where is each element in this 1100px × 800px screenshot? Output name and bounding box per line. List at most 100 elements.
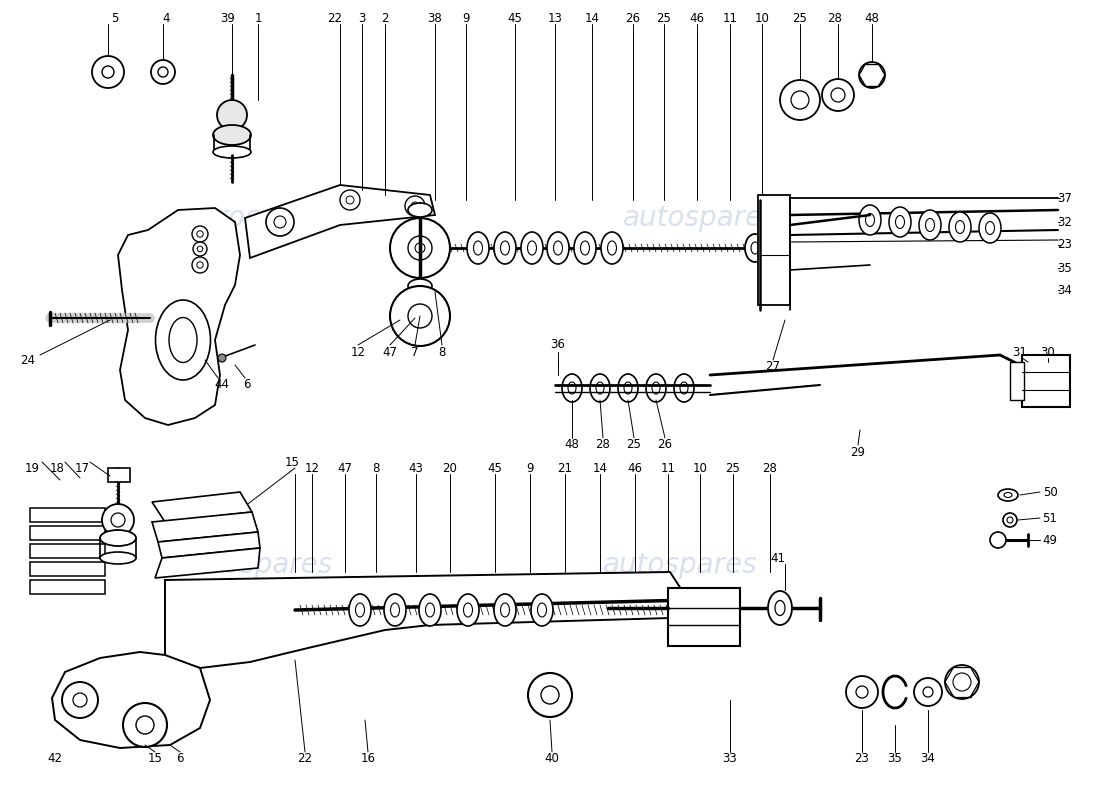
Polygon shape [118, 208, 240, 425]
Text: 35: 35 [888, 751, 902, 765]
Text: 50: 50 [1043, 486, 1057, 498]
Bar [108, 468, 130, 482]
Text: 8: 8 [372, 462, 379, 474]
Text: 16: 16 [361, 751, 375, 765]
Ellipse shape [355, 603, 364, 617]
Circle shape [192, 257, 208, 273]
Ellipse shape [468, 232, 490, 264]
Ellipse shape [768, 591, 792, 625]
Circle shape [192, 226, 208, 242]
Text: 28: 28 [762, 462, 778, 474]
Circle shape [192, 242, 207, 256]
Polygon shape [165, 572, 685, 668]
Text: 23: 23 [855, 751, 869, 765]
Circle shape [197, 262, 204, 268]
Circle shape [411, 202, 419, 210]
Circle shape [102, 504, 134, 536]
Text: 42: 42 [47, 751, 63, 765]
Circle shape [197, 230, 204, 238]
Text: 17: 17 [75, 462, 89, 474]
Circle shape [62, 682, 98, 718]
Ellipse shape [956, 221, 965, 234]
Text: 14: 14 [584, 11, 600, 25]
Polygon shape [52, 652, 210, 748]
Text: 48: 48 [564, 438, 580, 451]
Bar [30, 544, 105, 558]
Text: 21: 21 [558, 462, 572, 474]
Circle shape [266, 208, 294, 236]
Text: 26: 26 [658, 438, 672, 451]
Text: 31: 31 [1013, 346, 1027, 358]
Circle shape [136, 716, 154, 734]
Text: 30: 30 [1041, 346, 1055, 358]
Ellipse shape [463, 603, 473, 617]
Text: 19: 19 [24, 462, 40, 474]
Ellipse shape [419, 594, 441, 626]
Text: 10: 10 [755, 11, 769, 25]
Ellipse shape [601, 232, 623, 264]
Text: 43: 43 [408, 462, 424, 474]
Circle shape [346, 196, 354, 204]
Text: autospares: autospares [623, 204, 778, 232]
Text: 37: 37 [1057, 191, 1072, 205]
Text: 15: 15 [147, 751, 163, 765]
Circle shape [528, 673, 572, 717]
Ellipse shape [473, 241, 483, 255]
Ellipse shape [494, 594, 516, 626]
Text: 2: 2 [382, 11, 388, 25]
Bar [1022, 355, 1070, 407]
Polygon shape [245, 185, 434, 258]
Ellipse shape [751, 242, 759, 254]
Text: 11: 11 [723, 11, 737, 25]
Ellipse shape [574, 232, 596, 264]
Ellipse shape [169, 318, 197, 362]
Circle shape [111, 513, 125, 527]
Ellipse shape [652, 382, 660, 394]
Text: 4: 4 [163, 11, 169, 25]
Text: 25: 25 [726, 462, 740, 474]
Text: 1: 1 [254, 11, 262, 25]
Circle shape [791, 91, 808, 109]
Circle shape [218, 354, 226, 362]
Ellipse shape [562, 374, 582, 402]
Text: 25: 25 [657, 11, 671, 25]
Text: 20: 20 [442, 462, 458, 474]
Circle shape [859, 62, 886, 88]
Circle shape [390, 218, 450, 278]
Bar [30, 562, 105, 576]
Text: 6: 6 [176, 751, 184, 765]
Circle shape [541, 686, 559, 704]
Circle shape [151, 60, 175, 84]
Ellipse shape [895, 215, 904, 229]
Text: 47: 47 [383, 346, 397, 358]
Text: 15: 15 [285, 455, 299, 469]
Circle shape [92, 56, 124, 88]
Circle shape [1003, 513, 1018, 527]
Ellipse shape [426, 603, 434, 617]
Ellipse shape [521, 232, 543, 264]
Circle shape [945, 665, 979, 699]
Ellipse shape [553, 241, 562, 255]
Text: 13: 13 [548, 11, 562, 25]
Ellipse shape [918, 210, 940, 240]
Circle shape [914, 678, 942, 706]
Text: 6: 6 [243, 378, 251, 391]
Text: 22: 22 [328, 11, 342, 25]
Circle shape [822, 79, 854, 111]
Circle shape [405, 196, 425, 216]
Circle shape [274, 216, 286, 228]
Ellipse shape [500, 241, 509, 255]
Text: 26: 26 [626, 11, 640, 25]
Circle shape [408, 236, 432, 260]
Text: 28: 28 [595, 438, 610, 451]
Text: 24: 24 [21, 354, 35, 366]
Ellipse shape [456, 594, 478, 626]
Polygon shape [152, 512, 258, 542]
Polygon shape [152, 492, 252, 522]
Ellipse shape [531, 594, 553, 626]
Circle shape [390, 286, 450, 346]
Ellipse shape [213, 125, 251, 145]
Ellipse shape [547, 232, 569, 264]
Ellipse shape [949, 212, 971, 242]
Text: 14: 14 [593, 462, 607, 474]
